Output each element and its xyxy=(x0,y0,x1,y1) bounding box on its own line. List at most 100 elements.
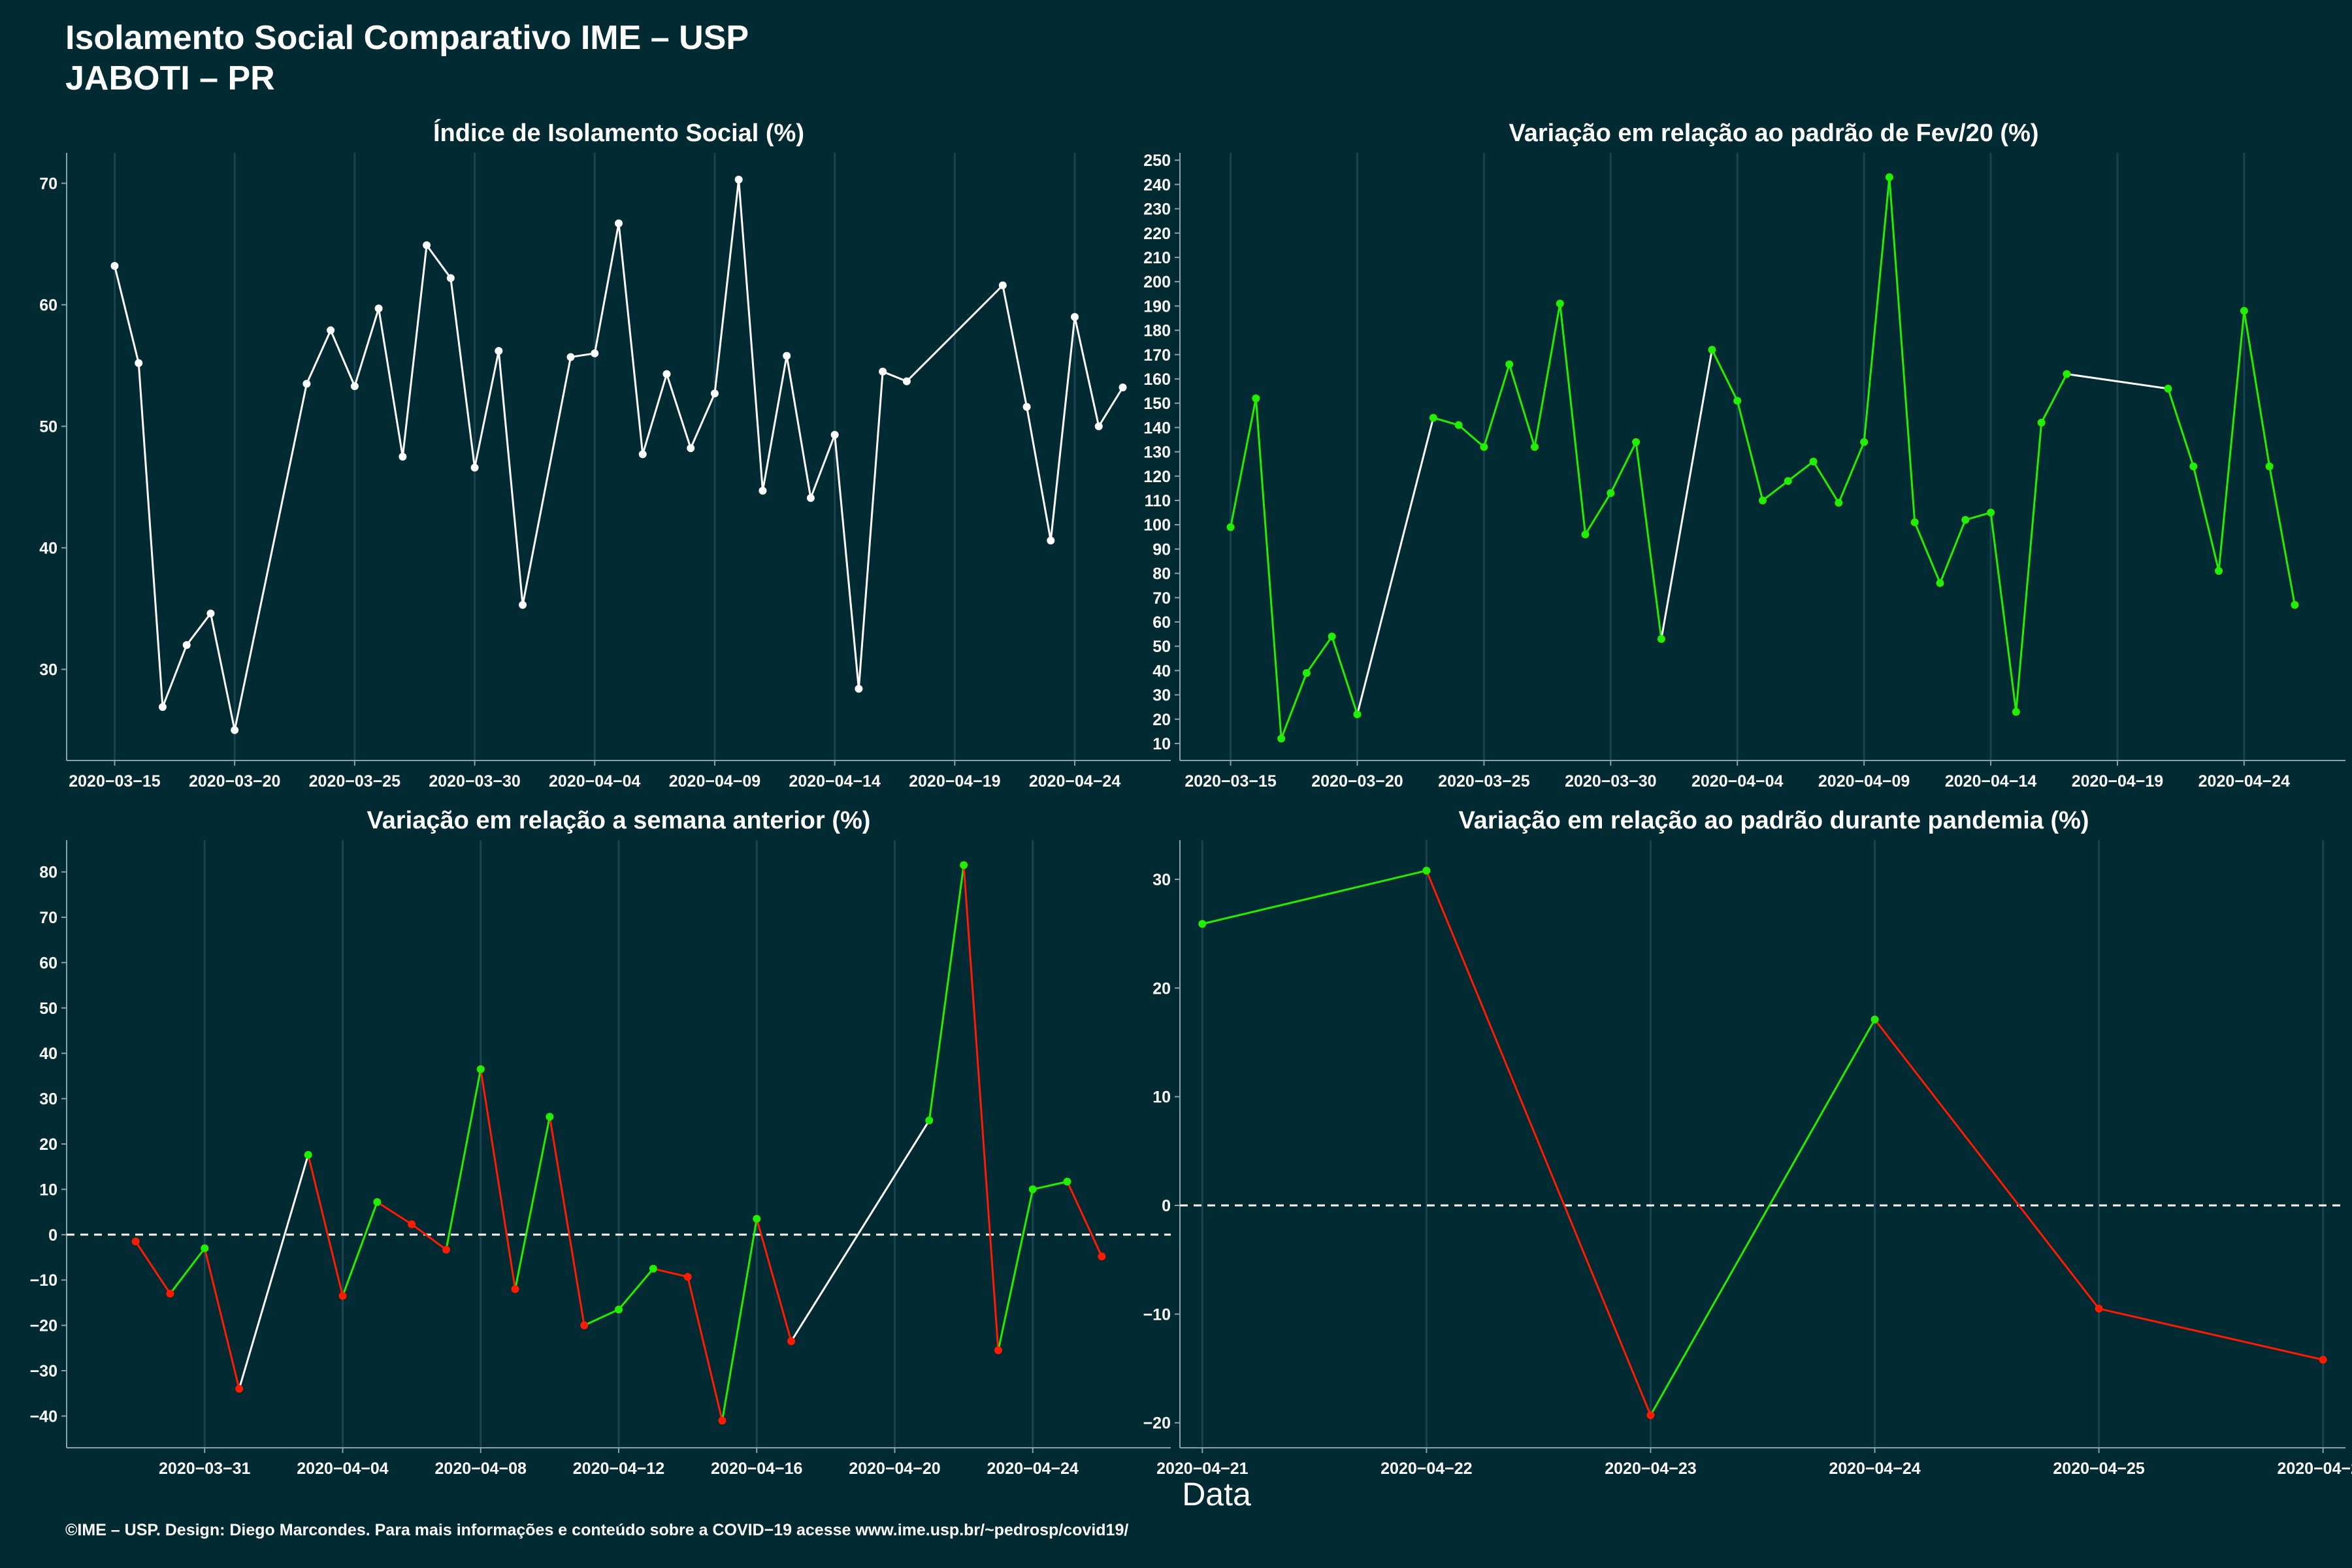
data-point xyxy=(2095,1305,2103,1313)
series-segment xyxy=(1098,387,1124,427)
data-point xyxy=(511,1285,519,1294)
data-point xyxy=(1302,669,1311,678)
y-tick-label: 10 xyxy=(1152,735,1171,753)
y-tick-label: 60 xyxy=(1152,613,1171,632)
data-point xyxy=(1885,173,1893,182)
x-tick-label: 2020−04−24 xyxy=(2198,772,2291,791)
data-point xyxy=(338,1292,347,1300)
x-tick-label: 2020−04−21 xyxy=(1156,1460,1249,1478)
series-segment xyxy=(1331,636,1358,715)
data-point xyxy=(1505,360,1514,368)
y-tick-label: 150 xyxy=(1143,395,1171,413)
x-tick-label: 2020−04−04 xyxy=(1691,772,1784,791)
data-point xyxy=(1936,579,1944,587)
chart-panel-1: Índice de Isolamento Social (%) 30 40 50 60 7… xyxy=(39,118,1171,791)
y-tick-label: 210 xyxy=(1143,249,1171,267)
data-point xyxy=(1063,1177,1071,1186)
series-segment xyxy=(1305,636,1333,674)
data-point xyxy=(158,703,167,711)
x-tick-label: 2020−04−24 xyxy=(1829,1460,1921,1478)
y-tick-label: 30 xyxy=(39,661,57,679)
series-segment xyxy=(186,613,212,646)
x-tick-label: 2020−04−04 xyxy=(549,772,641,791)
x-tick-label: 2020−04−09 xyxy=(669,772,760,791)
data-point xyxy=(649,1264,657,1273)
data-point xyxy=(783,351,791,360)
data-point xyxy=(1809,457,1818,466)
series-segment xyxy=(238,1154,310,1390)
series-segment xyxy=(1863,177,1891,442)
series-segment xyxy=(353,308,380,387)
series-segment xyxy=(2243,310,2271,467)
series-segment xyxy=(1939,519,1967,583)
series-segment xyxy=(761,355,788,491)
data-point xyxy=(925,1116,934,1124)
series-segment xyxy=(2066,373,2168,390)
chart-title: Índice de Isolamento Social (%) xyxy=(433,118,804,147)
data-point xyxy=(1910,518,1919,527)
series-segment xyxy=(1837,442,1865,504)
x-tick-label: 2020−04−08 xyxy=(435,1460,527,1478)
y-tick-label: 70 xyxy=(39,175,57,193)
series-segment xyxy=(376,1201,412,1226)
data-point xyxy=(638,450,647,459)
series-segment xyxy=(135,1241,171,1294)
series-segment xyxy=(514,1117,551,1290)
data-point xyxy=(2319,1356,2327,1364)
data-point xyxy=(1987,508,1995,517)
data-point xyxy=(231,726,239,734)
data-point xyxy=(2291,600,2299,609)
x-tick-label: 2020−04−22 xyxy=(1380,1460,1472,1478)
data-point xyxy=(408,1220,416,1228)
series-segment xyxy=(1433,417,1460,427)
x-tick-label: 2020−04−04 xyxy=(297,1460,389,1478)
series-segment xyxy=(834,434,860,689)
data-point xyxy=(1784,477,1792,485)
y-tick-label: 40 xyxy=(39,1045,57,1063)
series-segment xyxy=(474,350,500,468)
y-tick-label: 20 xyxy=(1152,711,1171,729)
data-point xyxy=(718,1416,727,1425)
y-tick-label: 130 xyxy=(1143,444,1171,462)
series-segment xyxy=(1482,364,1511,448)
series-segment xyxy=(790,1120,930,1342)
series-segment xyxy=(2099,1307,2324,1361)
y-tick-label: 240 xyxy=(1143,176,1171,194)
x-tick-label: 2020−03−31 xyxy=(159,1460,251,1478)
series-segment xyxy=(1650,1019,1876,1416)
series-segment xyxy=(548,1117,585,1326)
y-tick-label: 120 xyxy=(1143,468,1171,486)
series-segment xyxy=(1533,303,1561,448)
y-tick-label: 50 xyxy=(39,418,57,436)
data-point xyxy=(1581,531,1590,539)
y-tick-label: 80 xyxy=(39,864,57,882)
data-point xyxy=(166,1290,174,1298)
series-segment xyxy=(593,223,620,354)
data-point xyxy=(1028,1185,1037,1194)
data-point xyxy=(1094,422,1103,431)
x-tick-label: 2020−04−24 xyxy=(1029,772,1121,791)
x-tick-label: 2020−03−20 xyxy=(189,772,280,791)
data-point xyxy=(1733,397,1742,405)
series-segment xyxy=(906,284,1004,382)
y-tick-label: 10 xyxy=(39,1181,57,1199)
data-point xyxy=(1454,421,1463,429)
series-segment xyxy=(857,371,884,689)
series-segment xyxy=(137,363,164,708)
series-segment xyxy=(713,179,740,394)
series-segment xyxy=(653,1267,688,1278)
data-point xyxy=(787,1337,796,1345)
figure-title: Isolamento Social Comparativo IME – USP xyxy=(65,19,749,57)
data-point xyxy=(902,377,911,385)
footer-credit: ©IME – USP. Design: Diego Marcondes. Par… xyxy=(65,1521,1129,1539)
series-segment xyxy=(306,329,332,385)
data-point xyxy=(2189,462,2198,470)
x-tick-label: 2020−03−30 xyxy=(429,772,520,791)
data-point xyxy=(519,600,527,609)
series-segment xyxy=(666,374,692,449)
data-point xyxy=(2164,384,2172,393)
series-segment xyxy=(1914,521,1941,584)
series-segment xyxy=(1026,406,1052,541)
series-segment xyxy=(161,644,188,708)
data-point xyxy=(110,261,119,270)
